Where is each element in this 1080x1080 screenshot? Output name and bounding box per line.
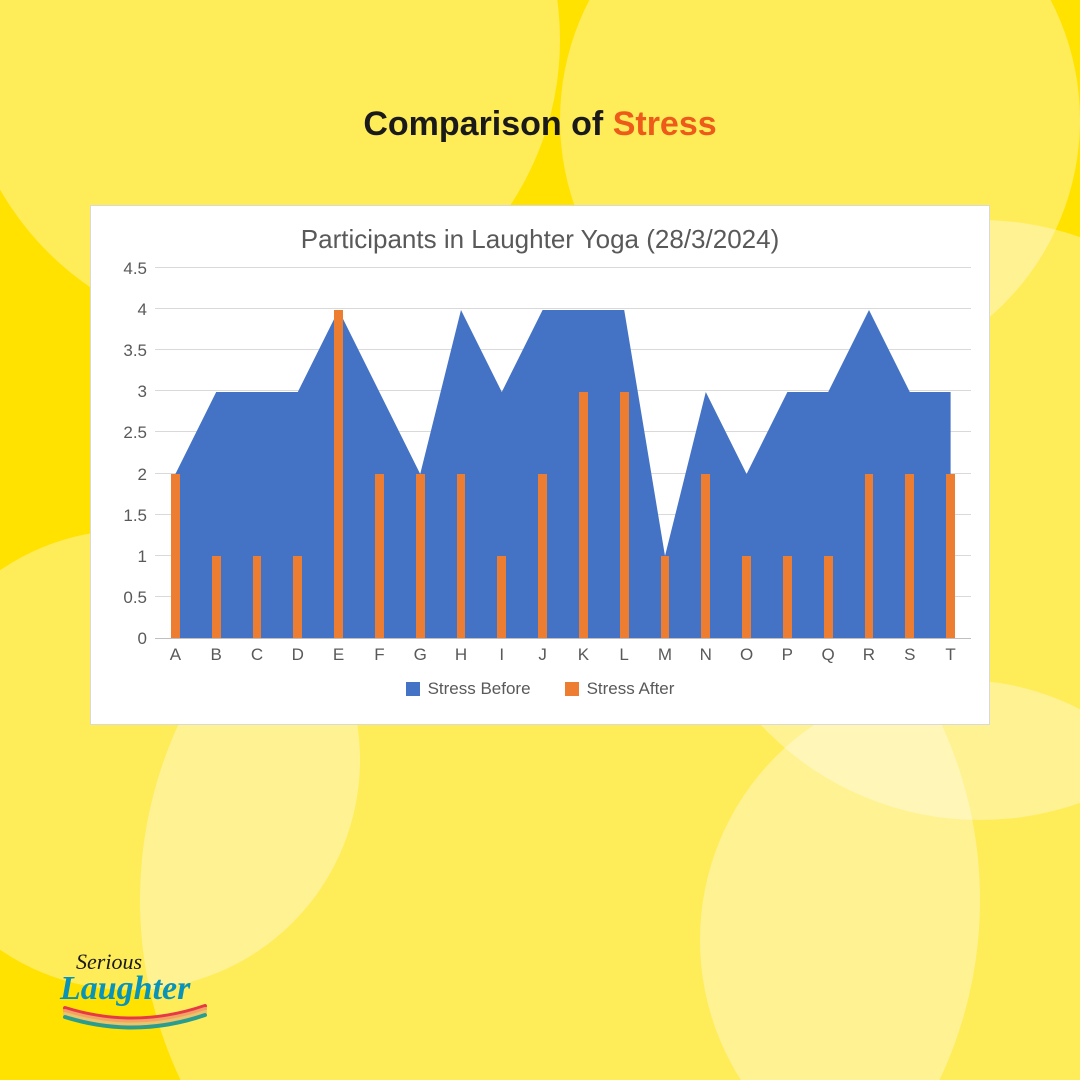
x-tick-label: A bbox=[155, 639, 196, 669]
bar bbox=[783, 556, 792, 638]
y-tick-label: 2 bbox=[109, 465, 147, 485]
bar bbox=[253, 556, 262, 638]
brand-logo: Serious Laughter bbox=[60, 949, 210, 1030]
y-tick-label: 3.5 bbox=[109, 341, 147, 361]
x-tick-label: C bbox=[237, 639, 278, 669]
x-tick-label: S bbox=[889, 639, 930, 669]
plot-wrap: 00.511.522.533.544.5 bbox=[109, 269, 971, 639]
bar bbox=[538, 474, 547, 638]
legend-label-after: Stress After bbox=[587, 679, 675, 699]
y-tick-label: 1 bbox=[109, 547, 147, 567]
bar bbox=[946, 474, 955, 638]
chart-title: Participants in Laughter Yoga (28/3/2024… bbox=[109, 224, 971, 255]
x-tick-label: L bbox=[604, 639, 645, 669]
y-tick-label: 2.5 bbox=[109, 423, 147, 443]
y-tick-label: 1.5 bbox=[109, 506, 147, 526]
y-tick-label: 0.5 bbox=[109, 588, 147, 608]
x-tick-label: J bbox=[522, 639, 563, 669]
bar bbox=[701, 474, 710, 638]
legend-label-before: Stress Before bbox=[428, 679, 531, 699]
legend-swatch-after bbox=[565, 682, 579, 696]
bar bbox=[171, 474, 180, 638]
logo-line2: Laughter bbox=[60, 975, 210, 1002]
chart-card: Participants in Laughter Yoga (28/3/2024… bbox=[90, 205, 990, 725]
x-tick-label: R bbox=[849, 639, 890, 669]
bar bbox=[620, 392, 629, 638]
bar bbox=[416, 474, 425, 638]
bar bbox=[212, 556, 221, 638]
logo-swoosh-icon bbox=[60, 1004, 210, 1030]
bar bbox=[905, 474, 914, 638]
bar bbox=[865, 474, 874, 638]
y-axis: 00.511.522.533.544.5 bbox=[109, 269, 155, 639]
y-tick-label: 0 bbox=[109, 629, 147, 649]
legend-item-before: Stress Before bbox=[406, 679, 531, 699]
bar bbox=[497, 556, 506, 638]
bar bbox=[457, 474, 466, 638]
page-title-prefix: Comparison of bbox=[363, 105, 612, 143]
x-tick-label: T bbox=[930, 639, 971, 669]
x-tick-label: M bbox=[645, 639, 686, 669]
bar bbox=[742, 556, 751, 638]
x-tick-label: N bbox=[685, 639, 726, 669]
legend-swatch-before bbox=[406, 682, 420, 696]
grid-line bbox=[155, 267, 971, 268]
x-tick-label: I bbox=[481, 639, 522, 669]
legend: Stress Before Stress After bbox=[109, 679, 971, 699]
y-tick-label: 4.5 bbox=[109, 259, 147, 279]
x-tick-label: E bbox=[318, 639, 359, 669]
x-tick-label: B bbox=[196, 639, 237, 669]
bar bbox=[824, 556, 833, 638]
page-title-highlight: Stress bbox=[613, 105, 717, 143]
x-tick-label: K bbox=[563, 639, 604, 669]
x-tick-label: O bbox=[726, 639, 767, 669]
y-tick-label: 3 bbox=[109, 382, 147, 402]
plot-area bbox=[155, 269, 971, 639]
bar-series bbox=[155, 269, 971, 638]
y-tick-label: 4 bbox=[109, 300, 147, 320]
x-tick-label: F bbox=[359, 639, 400, 669]
x-tick-label: Q bbox=[808, 639, 849, 669]
legend-item-after: Stress After bbox=[565, 679, 675, 699]
bar bbox=[375, 474, 384, 638]
bar bbox=[579, 392, 588, 638]
page-title: Comparison of Stress bbox=[0, 105, 1080, 144]
x-tick-label: G bbox=[400, 639, 441, 669]
x-tick-label: P bbox=[767, 639, 808, 669]
bar bbox=[293, 556, 302, 638]
x-axis: ABCDEFGHIJKLMNOPQRST bbox=[155, 639, 971, 669]
x-tick-label: H bbox=[441, 639, 482, 669]
bar bbox=[661, 556, 670, 638]
bar bbox=[334, 310, 343, 638]
x-tick-label: D bbox=[277, 639, 318, 669]
